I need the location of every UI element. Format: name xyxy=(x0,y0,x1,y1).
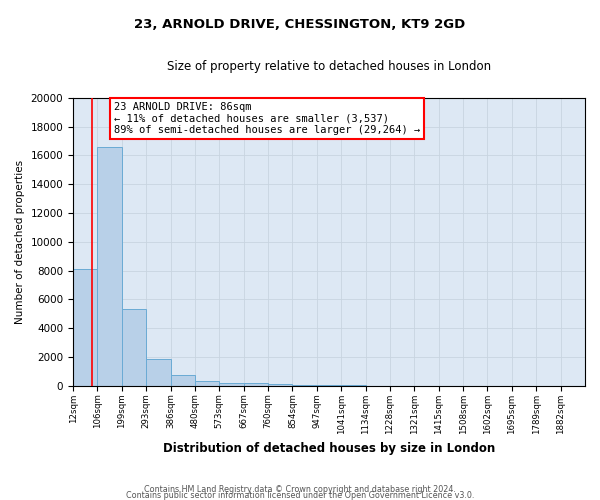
Bar xyxy=(244,384,268,386)
Bar xyxy=(122,310,146,386)
Bar xyxy=(268,384,292,386)
Text: Contains public sector information licensed under the Open Government Licence v3: Contains public sector information licen… xyxy=(126,490,474,500)
X-axis label: Distribution of detached houses by size in London: Distribution of detached houses by size … xyxy=(163,442,495,455)
Text: 23, ARNOLD DRIVE, CHESSINGTON, KT9 2GD: 23, ARNOLD DRIVE, CHESSINGTON, KT9 2GD xyxy=(134,18,466,30)
Y-axis label: Number of detached properties: Number of detached properties xyxy=(15,160,25,324)
Text: Contains HM Land Registry data © Crown copyright and database right 2024.: Contains HM Land Registry data © Crown c… xyxy=(144,484,456,494)
Bar xyxy=(146,359,170,386)
Bar xyxy=(97,146,122,386)
Text: 23 ARNOLD DRIVE: 86sqm
← 11% of detached houses are smaller (3,537)
89% of semi-: 23 ARNOLD DRIVE: 86sqm ← 11% of detached… xyxy=(114,102,420,136)
Bar xyxy=(195,380,220,386)
Title: Size of property relative to detached houses in London: Size of property relative to detached ho… xyxy=(167,60,491,73)
Bar xyxy=(73,269,97,386)
Bar xyxy=(170,375,195,386)
Bar xyxy=(220,383,244,386)
